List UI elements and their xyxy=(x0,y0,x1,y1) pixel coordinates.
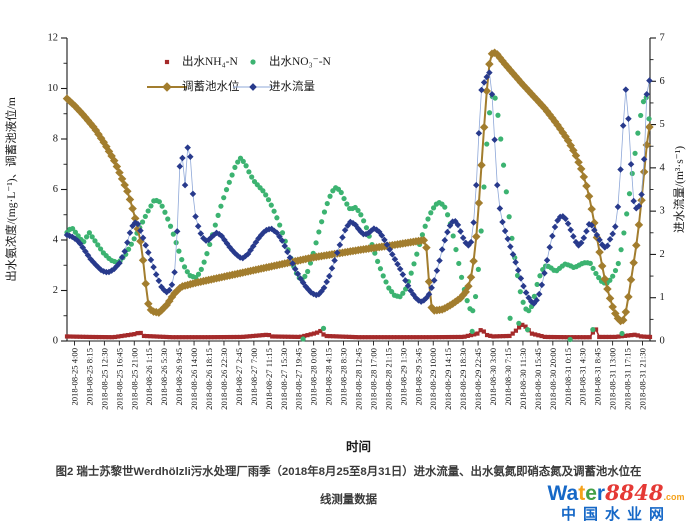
x-tick-label: 2018-08-29 5:45 xyxy=(413,348,423,406)
watermark-brand: Water8848.com xyxy=(541,482,691,505)
y-right-tick-label: 6 xyxy=(660,76,665,87)
legend-label-0: 出水NH₄-N xyxy=(182,54,238,68)
x-tick-label: 2018-08-28 12:45 xyxy=(354,348,364,410)
x-tick-label: 2018-08-30 11:30 xyxy=(518,348,528,410)
x-tick-label: 2018-08-25 21:00 xyxy=(129,348,139,410)
x-axis: 2018-08-25 4:00 2018-08-25 8:15 2018-08-25… xyxy=(69,341,648,454)
y-left-tick-label: 10 xyxy=(48,83,59,94)
legend-label-3: 进水流量 xyxy=(269,79,315,93)
y-right-tick-label: 3 xyxy=(660,206,665,217)
x-tick-label: 2018-08-30 7:15 xyxy=(503,348,513,406)
y-left-tick-label: 2 xyxy=(53,285,58,296)
legend-label-1: 出水NO₃⁻-N xyxy=(269,54,332,68)
y-right-tick-label: 4 xyxy=(660,162,666,173)
y-right-tick-label: 2 xyxy=(660,249,665,260)
series-2 xyxy=(62,48,654,326)
x-tick-label: 2018-08-29 22:45 xyxy=(473,348,483,410)
chart-svg: 024681012出水氨浓度/(mg·L⁻¹)、调蓄池液位/m01234567进… xyxy=(4,33,686,455)
y-right-tick-label: 7 xyxy=(660,33,665,44)
caption-line-1: 图2 瑞士苏黎世Werdhölzli污水处理厂雨季（2018年8月25至8月31… xyxy=(55,466,642,478)
x-tick-label: 2018-08-28 21:15 xyxy=(383,348,393,410)
y-left-tick-label: 0 xyxy=(53,336,58,347)
x-tick-label: 2018-08-26 18:15 xyxy=(204,348,214,410)
x-tick-label: 2018-08-27 11:15 xyxy=(264,348,274,410)
y-left-tick-label: 6 xyxy=(53,184,58,195)
x-tick-label: 2018-08-26 1:15 xyxy=(144,348,154,406)
axes xyxy=(66,38,651,342)
y-axis-right: 0 1 2 3 4 5 6 7 进水流量/(m³·s⁻¹) xyxy=(650,33,686,347)
watermark-letter: W xyxy=(547,482,567,506)
series-3 xyxy=(63,69,653,307)
y-left-tick-label: 8 xyxy=(53,134,58,145)
x-tick-label: 2018-08-31 4:30 xyxy=(578,348,588,406)
watermark-letter: a xyxy=(566,482,579,506)
x-tick-label: 2018-08-28 0:00 xyxy=(309,348,319,406)
x-tick-label: 2018-08-27 2:45 xyxy=(234,348,244,406)
watermark-letter: r xyxy=(596,482,606,506)
x-tick-label: 2018-08-29 10:00 xyxy=(428,348,438,410)
x-tick-label: 2018-08-28 4:15 xyxy=(324,348,334,406)
series-0 xyxy=(64,322,653,340)
x-tick-label: 2018-08-28 17:00 xyxy=(368,348,378,410)
y-right-tick-label: 5 xyxy=(660,119,665,130)
x-tick-label: 2018-08-27 19:45 xyxy=(294,348,304,410)
x-tick-label: 2018-08-26 22:30 xyxy=(219,348,229,410)
y-left-axis-title: 出水氨浓度/(mg·L⁻¹)、调蓄池液位/m xyxy=(4,97,18,282)
y-right-axis-title: 进水流量/(m³·s⁻¹) xyxy=(672,146,686,233)
y-right-tick-label: 1 xyxy=(660,292,665,303)
x-tick-label: 2018-08-26 9:45 xyxy=(174,348,184,406)
x-tick-label: 2018-08-29 18:30 xyxy=(458,348,468,410)
x-tick-label: 2018-08-30 3:00 xyxy=(488,348,498,406)
x-tick-label: 2018-08-31 13:00 xyxy=(608,348,618,410)
x-tick-label: 2018-08-25 12:30 xyxy=(99,348,109,410)
x-tick-label: 2018-08-29 14:15 xyxy=(443,348,453,410)
x-tick-label: 2018-08-25 4:00 xyxy=(69,348,79,406)
x-tick-label: 2018-08-25 8:15 xyxy=(84,348,94,406)
x-tick-label: 2018-08-26 14:00 xyxy=(189,348,199,410)
x-tick-label: 2018-08-30 20:00 xyxy=(548,348,558,410)
watermark-letter: e xyxy=(585,482,597,506)
legend: 出水NH₄-N 出水NO₃⁻-N 调蓄池水位 进水流量 xyxy=(147,54,332,93)
x-tick-label: 2018-08-26 5:30 xyxy=(159,348,169,406)
chart-canvas: 0 2 4 6 8 10 12 出水氨浓度/(mg·L⁻¹)、调蓄池液位/m 0 1 2 3 4 5 6 7 进… xyxy=(4,33,686,455)
x-tick-label: 2018-08-30 15:45 xyxy=(533,348,543,410)
watermark-number: 8848 xyxy=(605,480,664,506)
x-tick-label: 2018-08-29 1:30 xyxy=(398,348,408,406)
x-tick-label: 2018-08-28 8:30 xyxy=(339,348,349,406)
figure-caption: 图2 瑞士苏黎世Werdhölzli污水处理厂雨季（2018年8月25至8月31… xyxy=(0,462,697,508)
x-axis-title: 时间 xyxy=(346,439,371,454)
caption-line-2: 线测量数据 xyxy=(320,494,377,506)
x-tick-label: 2018-08-31 21:30 xyxy=(638,348,648,410)
x-tick-label: 2018-08-27 15:30 xyxy=(279,348,289,410)
watermark-letter: t xyxy=(578,482,586,506)
y-left-tick-label: 4 xyxy=(53,235,59,246)
legend-label-2: 调蓄池水位 xyxy=(182,79,240,93)
x-tick-label: 2018-08-31 8:45 xyxy=(593,348,603,406)
watermark-tld: .com xyxy=(663,492,685,503)
y-right-tick-label: 0 xyxy=(660,336,665,347)
x-tick-label: 2018-08-27 7:00 xyxy=(249,348,259,406)
x-tick-label: 2018-08-31 17:15 xyxy=(623,348,633,410)
x-tick-label: 2018-08-25 16:45 xyxy=(114,348,124,410)
y-axis-left: 0 2 4 6 8 10 12 出水氨浓度/(mg·L⁻¹)、调蓄池液位/m xyxy=(4,33,67,347)
x-tick-label: 2018-08-31 0:15 xyxy=(563,348,573,406)
y-left-tick-label: 12 xyxy=(48,33,59,44)
watermark-subtitle: 中国水业网 xyxy=(560,506,671,524)
watermark-logo: Water8848.com 中国水业网 xyxy=(541,482,691,523)
